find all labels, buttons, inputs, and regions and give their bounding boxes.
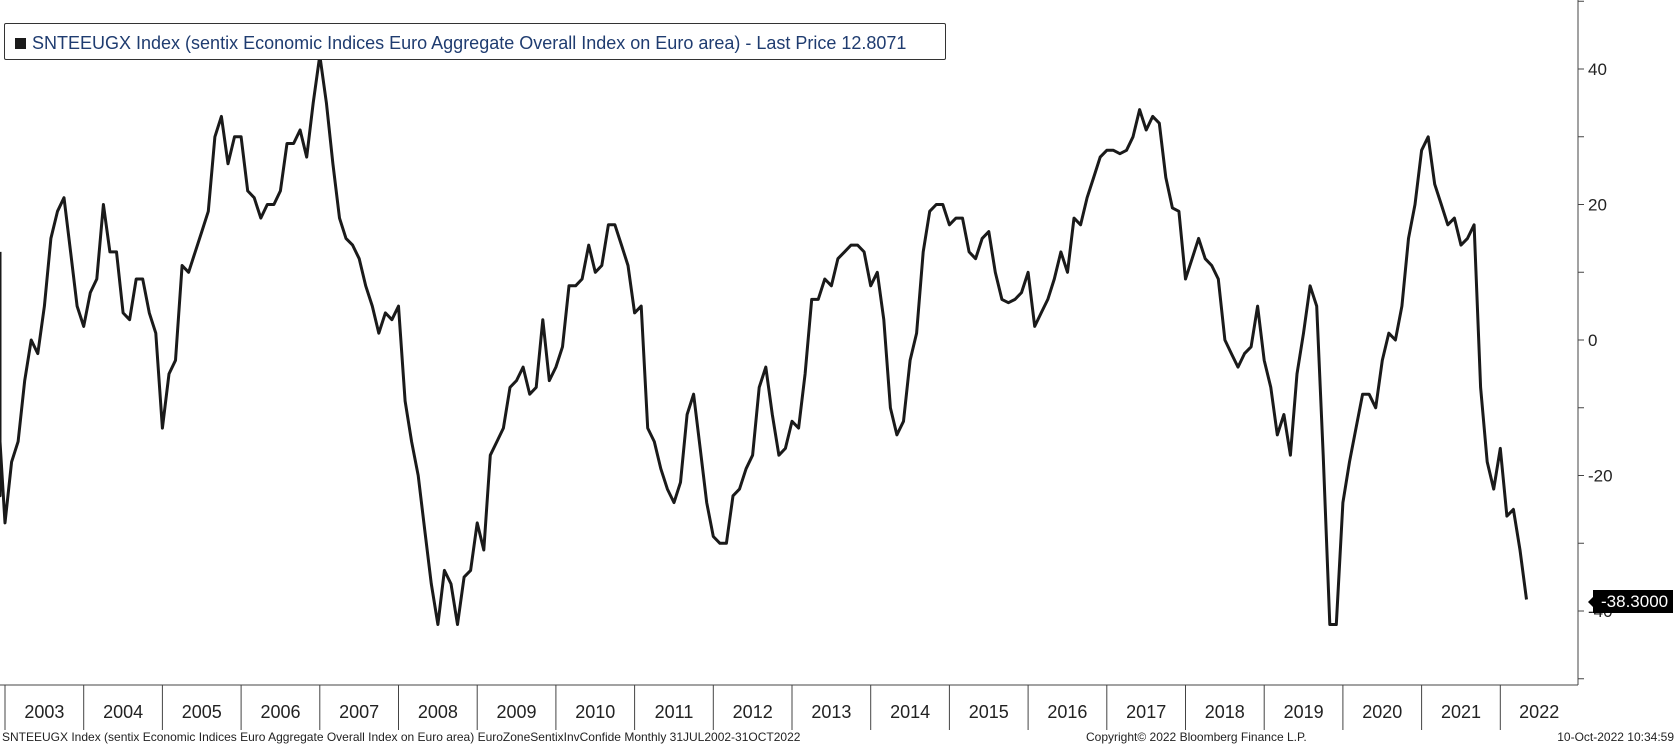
footer-description: SNTEEUGX Index (sentix Economic Indices … (2, 730, 801, 744)
footer-timestamp: 10-Oct-2022 10:34:59 (1557, 730, 1674, 744)
x-tick-label: 2004 (103, 702, 143, 722)
y-tick-label: 0 (1588, 331, 1597, 350)
footer-copyright: Copyright© 2022 Bloomberg Finance L.P. (1086, 730, 1307, 744)
x-tick-label: 2009 (496, 702, 536, 722)
x-tick-label: 2022 (1519, 702, 1559, 722)
x-tick-label: 2018 (1205, 702, 1245, 722)
y-tick-label: -20 (1588, 467, 1613, 486)
x-tick-label: 2014 (890, 702, 930, 722)
x-tick-label: 2008 (418, 702, 458, 722)
x-tick-label: 2015 (969, 702, 1009, 722)
x-tick-label: 2016 (1047, 702, 1087, 722)
y-tick-label: 20 (1588, 196, 1607, 215)
legend: SNTEEUGX Index (sentix Economic Indices … (4, 23, 946, 60)
x-tick-label: 2012 (733, 702, 773, 722)
x-tick-label: 2003 (24, 702, 64, 722)
x-tick-label: 2017 (1126, 702, 1166, 722)
x-tick-label: 2006 (260, 702, 300, 722)
legend-swatch (15, 38, 26, 49)
x-tick-label: 2011 (655, 702, 694, 722)
x-tick-label: 2019 (1284, 702, 1324, 722)
x-tick-label: 2020 (1362, 702, 1402, 722)
x-tick-label: 2013 (811, 702, 851, 722)
x-tick-label: 2021 (1441, 702, 1481, 722)
y-tick-label: 40 (1588, 60, 1607, 79)
x-axis: 2003 2004 2005 2006 2007 2008 2009 2010 2011 2012… (0, 684, 1578, 730)
legend-text: SNTEEUGX Index (sentix Economic Indices … (32, 33, 907, 53)
last-price-pointer (1588, 596, 1594, 608)
x-tick-label: 2005 (182, 702, 222, 722)
series-line (0, 53, 1528, 626)
x-tick-label: 2010 (575, 702, 615, 722)
last-price-label: -38.3000 (1593, 590, 1674, 613)
x-tick-label: 2007 (339, 702, 379, 722)
plot-area (0, 53, 1528, 626)
